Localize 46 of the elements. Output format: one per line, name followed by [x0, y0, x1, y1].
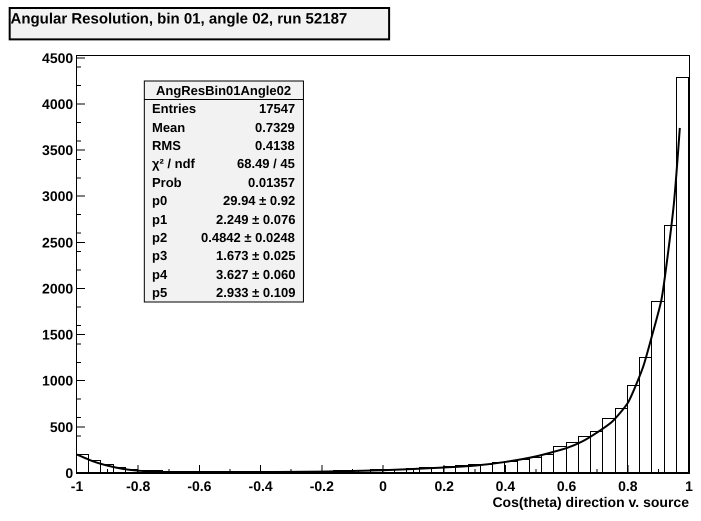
x-axis-title: Cos(theta) direction v. source	[492, 494, 690, 510]
y-tick-label: 1500	[42, 326, 74, 343]
x-tick-label: 1	[685, 478, 694, 494]
annotation: 2.933 ± 0.109	[216, 285, 296, 300]
x-tick-label: -1	[70, 478, 84, 494]
y-tick-label: 4000	[42, 96, 74, 112]
annotation: p5	[152, 285, 168, 300]
y-tick-label: 1000	[42, 372, 74, 389]
x-tick-label: 0.4	[496, 478, 516, 494]
annotation: 2.249 ± 0.076	[216, 212, 296, 227]
annotation: p0	[152, 193, 168, 208]
annotation: 0.4842 ± 0.0248	[201, 230, 295, 245]
x-tick-label: 0.2	[434, 478, 454, 494]
y-tick-label: 500	[50, 418, 74, 435]
annotation: χ² / ndf	[152, 156, 196, 171]
annotation: 1.673 ± 0.025	[216, 248, 296, 263]
annotation: 68.49 / 45	[237, 156, 295, 171]
annotation: 17547	[259, 101, 296, 116]
y-tick-label: 0	[65, 464, 74, 481]
y-tick-label: 3500	[42, 142, 74, 158]
annotation: p3	[152, 248, 168, 263]
x-tick-label: -0.4	[248, 478, 273, 494]
x-tick-label: 0.6	[556, 478, 577, 494]
annotation: 29.94 ± 0.92	[223, 193, 296, 208]
annotation: RMS	[152, 138, 182, 153]
annotation: Prob	[152, 175, 182, 190]
y-tick-label: 2000	[42, 280, 74, 296]
annotation: AngResBin01Angle02	[156, 83, 292, 98]
y-tick-label: 3000	[42, 188, 74, 204]
annotation: p2	[152, 230, 168, 245]
annotation: Mean	[152, 120, 186, 135]
annotation: Entries	[152, 101, 196, 116]
x-tick-label: 0.8	[618, 478, 638, 494]
annotation: p1	[152, 212, 168, 227]
x-tick-label: -0.8	[126, 478, 150, 494]
y-tick-label: 4500	[42, 50, 74, 66]
chart-title: Angular Resolution, bin 01, angle 02, run 52187	[10, 10, 348, 28]
annotation: 0.7329	[255, 120, 295, 135]
annotation: 0.4138	[255, 138, 295, 153]
x-tick-label: -0.2	[310, 478, 334, 494]
x-tick-label: -0.6	[187, 478, 212, 494]
y-tick-label: 2500	[42, 234, 74, 250]
annotation: 3.627 ± 0.060	[216, 267, 296, 282]
annotation: 0.01357	[248, 175, 295, 190]
x-tick-label: 0	[379, 478, 388, 494]
annotation: p4	[152, 267, 168, 282]
